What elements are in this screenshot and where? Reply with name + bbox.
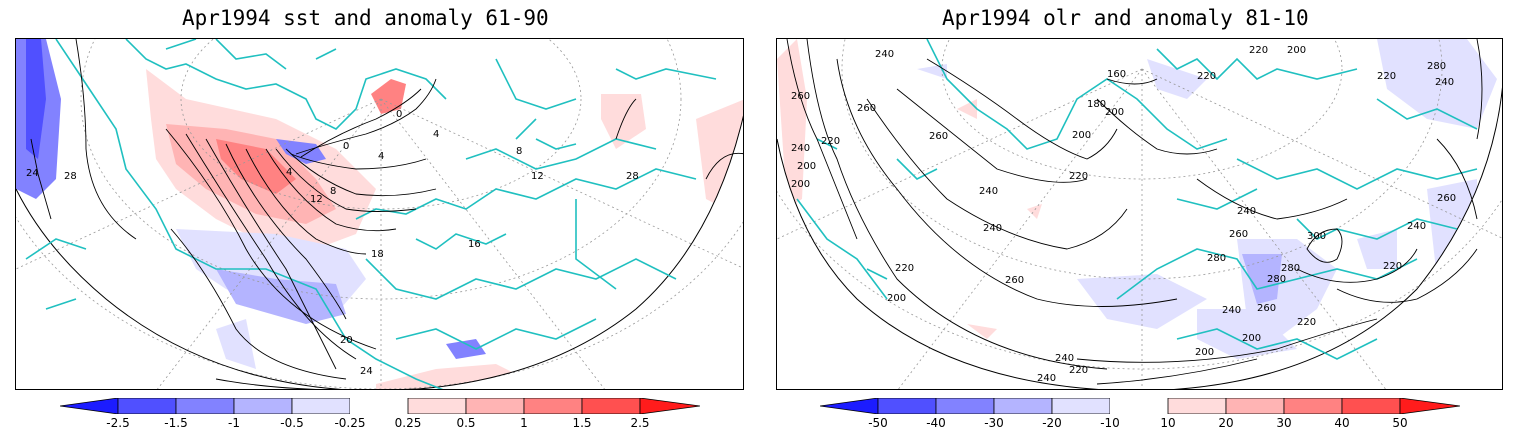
sst-colorbar-tick: -1.5: [164, 416, 188, 430]
olr-contour-label: 200: [1242, 333, 1261, 344]
olr-colorbar-tick: 50: [1392, 416, 1408, 430]
olr-contour-label: 280: [1281, 263, 1300, 274]
olr-contour-label: 240: [1222, 305, 1241, 316]
sst-contour-label: 20: [340, 335, 353, 346]
olr-contour-label: 160: [1107, 69, 1126, 80]
olr-contour-label: 260: [1257, 303, 1276, 314]
sst-colorbar-tick: 0.5: [456, 416, 476, 430]
olr-contour-label: 260: [1229, 229, 1248, 240]
olr-contour-label: 220: [1383, 261, 1402, 272]
olr-colorbar-tick: -20: [1042, 416, 1062, 430]
sst-contour-label: 28: [64, 171, 77, 182]
olr-contour-label: 240: [1037, 373, 1056, 384]
sst-anomaly-shading: [16, 39, 743, 389]
sst-contour-label: 24: [360, 366, 373, 377]
sst-contour-label: 12: [310, 194, 323, 205]
olr-contour-label: 200: [887, 293, 906, 304]
olr-contour-label: 240: [1055, 353, 1074, 364]
olr-contour-label: 260: [1437, 193, 1456, 204]
olr-colorbar-tick: 20: [1218, 416, 1234, 430]
olr-anomaly-shading: [777, 39, 1497, 359]
sst-colorbar-tick: 1: [520, 416, 528, 430]
olr-contour-label: 240: [791, 143, 810, 154]
olr-colorbar-tick: 30: [1276, 416, 1292, 430]
olr-colorbar-tick: -30: [984, 416, 1004, 430]
olr-contour-label: 260: [791, 91, 810, 102]
sst-colorbar: [60, 398, 700, 414]
olr-contour-label: 260: [929, 131, 948, 142]
olr-contours: [786, 39, 1483, 385]
olr-contour-label: 200: [797, 161, 816, 172]
olr-contour-label: 240: [1435, 77, 1454, 88]
olr-contour-label: 280: [1427, 61, 1446, 72]
sst-panel-title: Apr1994 sst and anomaly 61-90: [182, 6, 549, 30]
olr-contour-label: 260: [1005, 275, 1024, 286]
sst-contour-label: 16: [468, 239, 481, 250]
sst-colorbar-tick: -2.5: [106, 416, 130, 430]
olr-colorbar: [820, 398, 1460, 414]
sst-contour-label: 0: [396, 109, 402, 120]
olr-colorbar-tick: -50: [868, 416, 888, 430]
sst-map-canvas: 24 28 0 0 4 4 8 12 16 18 20 24 28 28 4 8…: [16, 39, 743, 389]
sst-contours: [30, 39, 743, 389]
olr-colorbar-tick: -10: [1100, 416, 1120, 430]
olr-colorbar-tick: 10: [1160, 416, 1176, 430]
olr-contour-label: 200: [791, 179, 810, 190]
olr-contour-label: 300: [1307, 231, 1326, 242]
sst-contour-label: 28: [626, 171, 639, 182]
sst-contour-label: 0: [343, 141, 349, 152]
sst-colorbar-tick: -0.5: [280, 416, 304, 430]
olr-contour-label: 240: [875, 49, 894, 60]
olr-contour-label: 240: [983, 223, 1002, 234]
olr-map-canvas: 240 260 220 240 200 200 260 220 240 260 …: [777, 39, 1502, 389]
olr-colorbar-tick: -40: [926, 416, 946, 430]
sst-contour-label: 12: [531, 171, 544, 182]
sst-colorbar-tick: -1: [228, 416, 240, 430]
sst-contour-label: 8: [330, 186, 336, 197]
sst-graticule: [16, 39, 743, 389]
olr-contour-label: 280: [1207, 253, 1226, 264]
olr-contour-label: 220: [1249, 45, 1268, 56]
sst-contour-label: 4: [433, 129, 439, 140]
sst-contour-label: 18: [371, 249, 384, 260]
olr-contour-label: 200: [1072, 130, 1091, 141]
olr-colorbar-tick: 40: [1334, 416, 1350, 430]
olr-contour-label: 220: [1377, 71, 1396, 82]
sst-colorbar-tick: 2.5: [630, 416, 650, 430]
sst-map: 24 28 0 0 4 4 8 12 16 18 20 24 28 28 4 8…: [15, 38, 744, 390]
olr-contour-label: 220: [895, 263, 914, 274]
olr-contour-label: 280: [1267, 274, 1286, 285]
olr-contour-label: 200: [1105, 107, 1124, 118]
olr-contour-label: 220: [1069, 365, 1088, 376]
olr-contour-label: 220: [1297, 317, 1316, 328]
sst-contour-label: 4: [286, 167, 292, 178]
olr-contour-label: 220: [821, 136, 840, 147]
olr-map: 240 260 220 240 200 200 260 220 240 260 …: [776, 38, 1503, 390]
olr-graticule: [777, 39, 1502, 389]
sst-colorbar-tick: 1.5: [572, 416, 592, 430]
olr-contour-label: 260: [857, 103, 876, 114]
olr-contour-label: 200: [1195, 347, 1214, 358]
sst-colorbar-tick: -0.25: [334, 416, 366, 430]
olr-contour-label: 220: [1197, 71, 1216, 82]
sst-colorbar-tick: 0.25: [394, 416, 422, 430]
sst-coastlines: [25, 39, 717, 389]
olr-contour-label: 200: [1287, 45, 1306, 56]
olr-contour-label: 240: [979, 186, 998, 197]
sst-contour-label: 24: [26, 168, 39, 179]
olr-contour-label: 240: [1407, 221, 1426, 232]
olr-contour-label: 220: [1069, 171, 1088, 182]
sst-contour-label: 4: [378, 151, 384, 162]
olr-contour-label: 180: [1087, 99, 1106, 110]
olr-contour-label: 240: [1237, 206, 1256, 217]
olr-coastlines: [796, 39, 1478, 360]
olr-panel-title: Apr1994 olr and anomaly 81-10: [942, 6, 1309, 30]
sst-contour-label: 8: [516, 146, 522, 157]
